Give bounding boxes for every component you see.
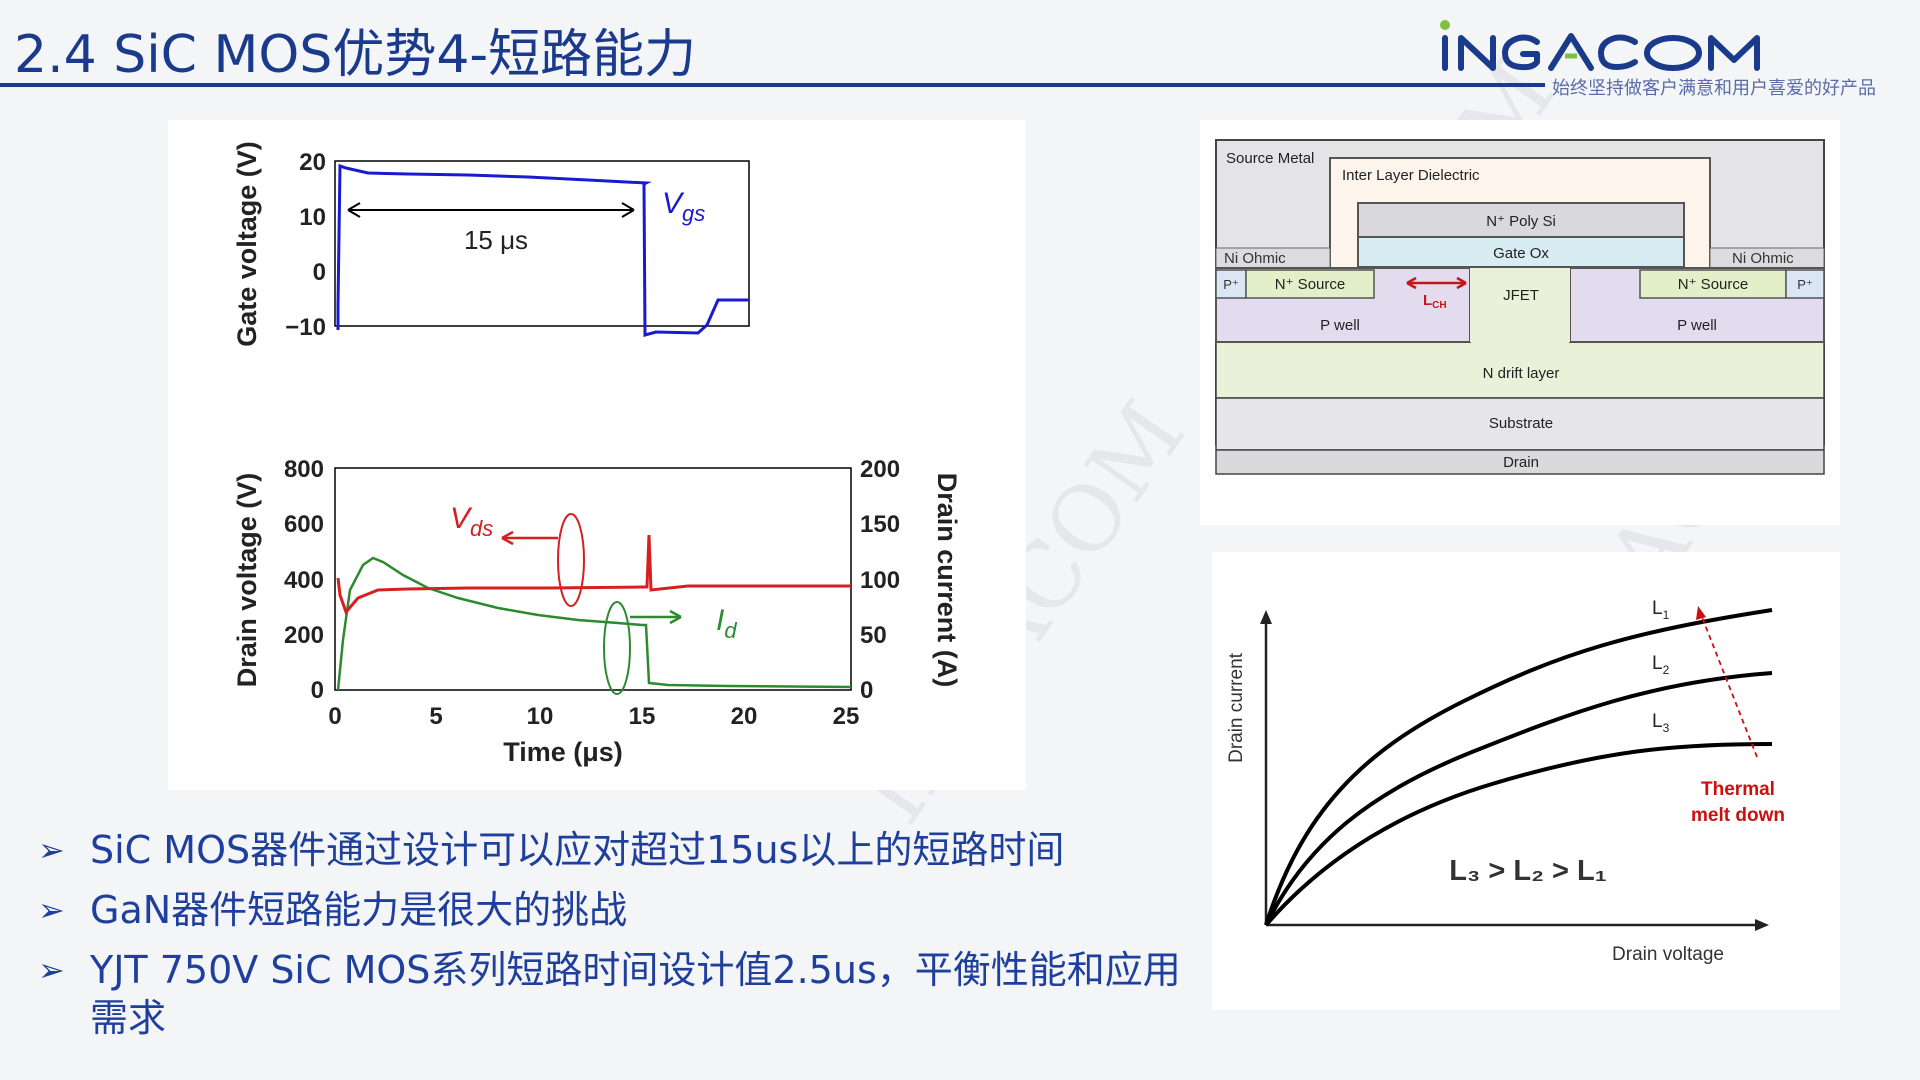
bullet-text: SiC MOS器件通过设计可以应对超过15us以上的短路时间 xyxy=(90,828,1065,872)
bullet-item: ➢ SiC MOS器件通过设计可以应对超过15us以上的短路时间 xyxy=(38,826,1198,874)
x-tick: 0 xyxy=(328,703,341,730)
bullet-item: ➢ GaN器件短路能力是很大的挑战 xyxy=(38,886,1198,934)
n-drift-label: N drift layer xyxy=(1483,365,1560,382)
bottom-left-ytick: 0 xyxy=(311,677,324,704)
source-metal-label: Source Metal xyxy=(1226,150,1314,167)
curve-l1 xyxy=(1264,608,1773,926)
gate-ox-label: Gate Ox xyxy=(1493,245,1549,262)
id-trace xyxy=(336,556,852,691)
company-logo xyxy=(1440,20,1760,71)
bottom-plot-frame xyxy=(334,467,852,691)
duration-label: 15 μs xyxy=(464,225,528,255)
gate-ox-region xyxy=(1357,236,1685,268)
mosfet-cross-section: Source Metal Inter Layer Dielectric N⁺ P… xyxy=(1215,139,1825,475)
thermal-label-line1: Thermal xyxy=(1701,779,1775,800)
thermal-trend-arrow xyxy=(1699,611,1758,758)
bullet-arrow-icon: ➢ xyxy=(38,831,65,869)
drain-label: Drain xyxy=(1503,454,1539,471)
ild-label: Inter Layer Dielectric xyxy=(1342,167,1480,184)
poly-si-label: N⁺ Poly Si xyxy=(1486,213,1556,230)
vds-label: Vds xyxy=(450,502,493,541)
bottom-left-y-axis-label: Drain voltage (V) xyxy=(232,473,262,688)
bullet-arrow-icon: ➢ xyxy=(38,891,65,929)
bottom-left-ytick: 200 xyxy=(284,622,324,649)
top-ytick: 0 xyxy=(313,259,326,286)
n-source-left xyxy=(1245,269,1375,299)
bottom-right-ytick: 0 xyxy=(860,677,873,704)
p-plus-left xyxy=(1215,269,1247,299)
iv-curve-panel: Drain current Drain voltage L1 L2 L3 The… xyxy=(1212,552,1840,1010)
ni-ohmic-right-label: Ni Ohmic xyxy=(1732,250,1794,267)
bullet-text: GaN器件短路能力是很大的挑战 xyxy=(90,888,628,932)
vds-trace xyxy=(336,534,851,615)
bullet-text: YJT 750V SiC MOS系列短路时间设计值2.5us，平衡性能和应用需求 xyxy=(90,948,1181,1040)
inductance-relation: L₃ > L₂ > L₁ xyxy=(1449,855,1607,887)
x-axis-label: Time (μs) xyxy=(503,737,623,767)
p-plus-right xyxy=(1785,269,1825,299)
vgs-label: Vgs xyxy=(662,187,705,226)
bottom-right-ytick: 50 xyxy=(860,622,887,649)
bottom-left-ytick: 400 xyxy=(284,567,324,594)
iv-x-axis-label: Drain voltage xyxy=(1612,944,1724,965)
p-well-right-label: P well xyxy=(1677,317,1717,334)
drain-region xyxy=(1215,449,1825,475)
bottom-right-y-axis-label: Drain current (A) xyxy=(932,473,962,688)
n-source-left-label: N⁺ Source xyxy=(1275,276,1345,293)
curve-l3-label: L3 xyxy=(1652,711,1670,735)
curve-l1-label: L1 xyxy=(1652,598,1670,622)
curve-l2-label: L2 xyxy=(1652,653,1670,677)
iv-y-axis-label: Drain current xyxy=(1226,652,1247,763)
page-title: 2.4 SiC MOS优势4-短路能力 xyxy=(14,25,697,85)
waveform-panel: 20 10 0 −10 Gate voltage (V) 15 μs Vgs 8… xyxy=(168,120,1026,790)
p-well-left-label: P well xyxy=(1320,317,1360,334)
top-y-axis-label: Gate voltage (V) xyxy=(232,141,262,347)
x-tick: 25 xyxy=(833,703,860,730)
top-plot-frame xyxy=(334,160,750,327)
thermal-label-line2: melt down xyxy=(1691,805,1785,826)
top-ytick: 20 xyxy=(299,149,326,176)
bottom-left-ytick: 600 xyxy=(284,511,324,538)
bottom-left-ytick: 800 xyxy=(284,456,324,483)
vds-indicator-ellipse xyxy=(557,513,585,607)
curve-l2 xyxy=(1264,671,1773,926)
substrate-label: Substrate xyxy=(1489,415,1553,432)
bullet-arrow-icon: ➢ xyxy=(38,951,65,989)
top-ytick: −10 xyxy=(285,314,326,341)
jfet-region xyxy=(1470,268,1570,342)
bullet-list: ➢ SiC MOS器件通过设计可以应对超过15us以上的短路时间 ➢ GaN器件… xyxy=(38,826,1198,1054)
substrate-region xyxy=(1215,397,1825,451)
n-source-right-label: N⁺ Source xyxy=(1678,276,1748,293)
x-tick: 5 xyxy=(429,703,442,730)
title-divider xyxy=(0,83,1545,87)
lch-label: LCH xyxy=(1423,292,1447,311)
id-label: Id xyxy=(716,604,737,643)
bottom-right-ytick: 100 xyxy=(860,567,900,594)
curve-l3 xyxy=(1264,742,1773,927)
vgs-trace xyxy=(336,163,749,337)
x-tick: 15 xyxy=(629,703,656,730)
p-plus-right-label: P⁺ xyxy=(1797,277,1813,292)
x-tick: 10 xyxy=(527,703,554,730)
jfet-label: JFET xyxy=(1503,287,1539,304)
iv-curve-diagram: Drain current Drain voltage L1 L2 L3 The… xyxy=(1226,598,1785,965)
bullet-item: ➢ YJT 750V SiC MOS系列短路时间设计值2.5us，平衡性能和应用… xyxy=(38,946,1198,1042)
id-indicator-ellipse xyxy=(603,601,631,695)
top-ytick: 10 xyxy=(299,204,326,231)
p-plus-left-label: P⁺ xyxy=(1223,277,1239,292)
tagline: 始终坚持做客户满意和用户喜爱的好产品 xyxy=(1552,78,1876,99)
waveform-figure: 20 10 0 −10 Gate voltage (V) 15 μs Vgs 8… xyxy=(232,141,962,767)
bottom-right-ytick: 200 xyxy=(860,456,900,483)
cross-section-panel: Source Metal Inter Layer Dielectric N⁺ P… xyxy=(1200,120,1840,525)
bottom-right-ytick: 150 xyxy=(860,511,900,538)
x-tick: 20 xyxy=(731,703,758,730)
ni-ohmic-left-label: Ni Ohmic xyxy=(1224,250,1286,267)
